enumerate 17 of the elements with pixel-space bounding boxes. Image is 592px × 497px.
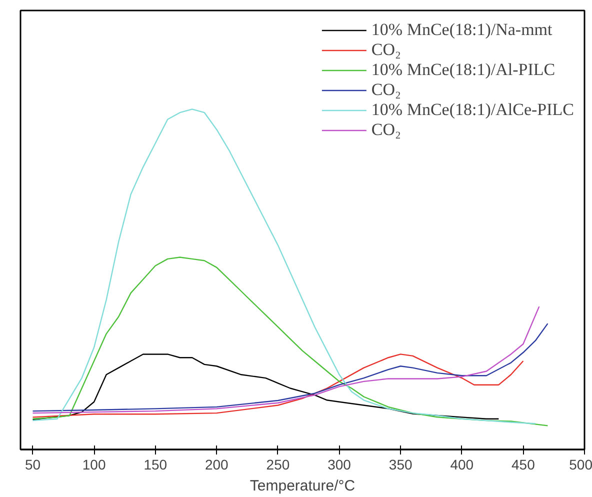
legend-label: 10% MnCe(18:1)/Na-mmt [371, 20, 552, 40]
legend-label: 10% MnCe(18:1)/Al-PILC [371, 60, 556, 80]
x-tick-label: 200 [204, 456, 229, 472]
x-tick-label: 150 [144, 456, 168, 472]
x-tick-label: 100 [82, 456, 106, 472]
x-tick-label: 450 [512, 456, 536, 472]
x-tick-label: 250 [266, 456, 290, 472]
x-tick-label: 400 [450, 456, 474, 472]
x-tick-label: 300 [328, 456, 352, 472]
x-tick-label: 350 [388, 456, 412, 472]
x-axis-title: Temperature/°C [250, 478, 356, 494]
legend-label: 10% MnCe(18:1)/AlCe-PILC [371, 100, 574, 120]
x-tick-label: 50 [24, 456, 41, 472]
legend-label: CO₂ [371, 120, 401, 140]
legend-label: CO₂ [371, 40, 401, 60]
legend-label: CO₂ [371, 80, 401, 100]
x-tick-label: 500 [569, 456, 592, 472]
